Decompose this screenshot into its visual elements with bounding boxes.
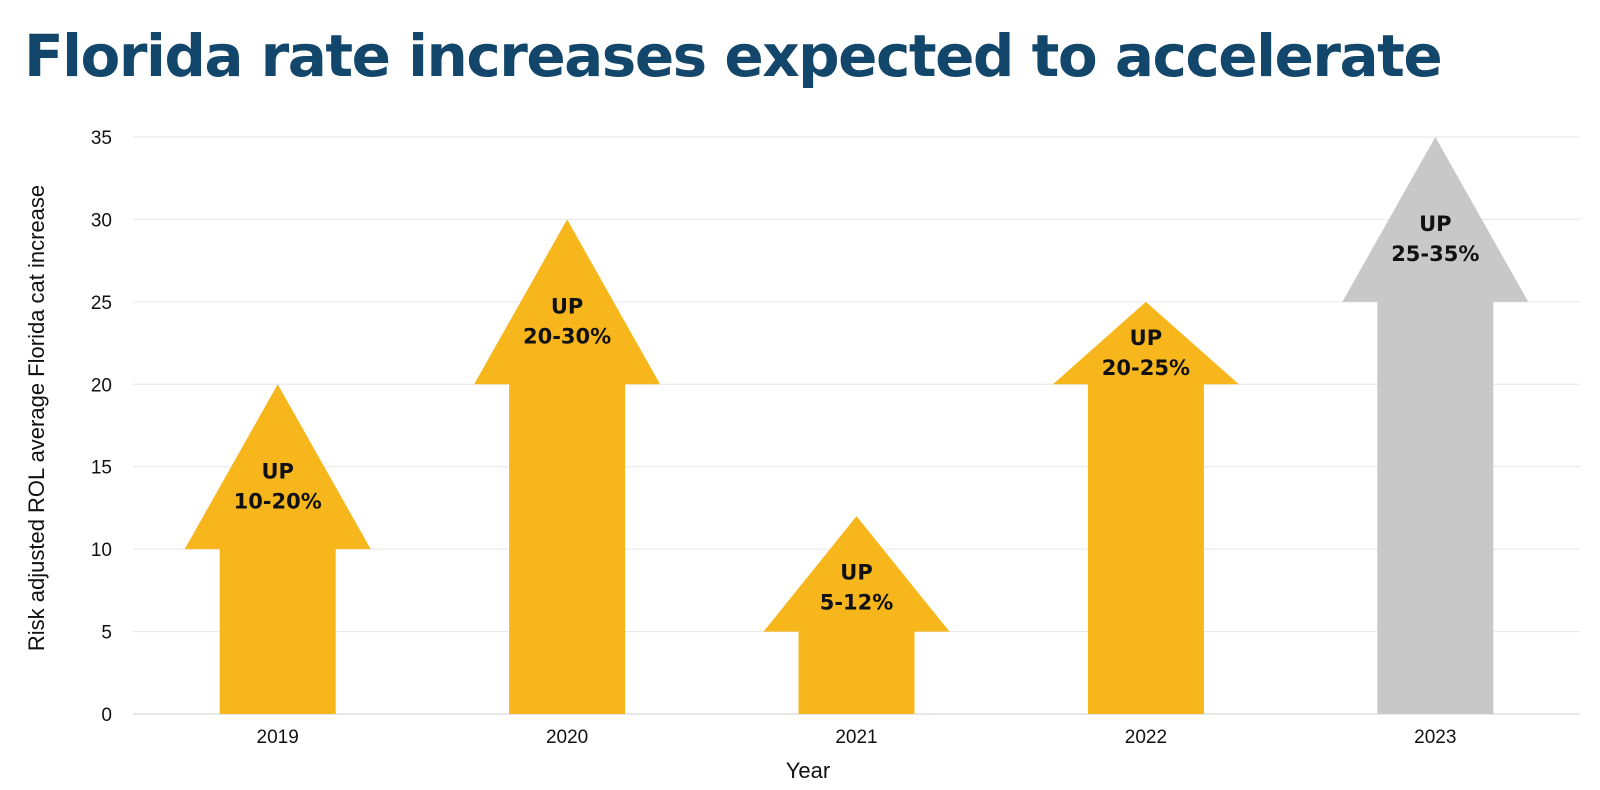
x-axis-label: Year [786, 758, 830, 783]
arrow-2023 [1342, 137, 1529, 714]
arrow-2022 [1052, 301, 1239, 714]
x-tick-labels: 2019 2020 2021 2022 2023 [257, 727, 1457, 748]
arrow-label-2021: 5-12% [820, 591, 894, 615]
arrow-label-2020: 20-30% [523, 325, 611, 349]
arrow-label-2019: UP [261, 459, 293, 483]
arrow-label-2022: UP [1130, 326, 1162, 350]
x-tick-label: 2023 [1414, 727, 1456, 748]
arrow-2020 [474, 219, 661, 714]
arrow-2021 [763, 516, 950, 714]
y-tick-label: 0 [101, 705, 112, 726]
arrow-2019 [184, 384, 371, 714]
y-tick-label: 15 [91, 458, 112, 479]
y-tick-label: 5 [101, 623, 112, 644]
page-title: Florida rate increases expected to accel… [24, 22, 1443, 90]
y-tick-label: 30 [91, 210, 112, 231]
x-tick-label: 2022 [1125, 727, 1167, 748]
arrow-marks: UP 10-20% UP 20-30% UP 5-12% UP 20-25% UP 25-35% [184, 137, 1529, 714]
arrow-label-2019: 10-20% [234, 489, 322, 513]
y-tick-label: 25 [91, 293, 112, 314]
x-tick-label: 2020 [546, 727, 588, 748]
y-axis-label: Risk adjusted ROL average Florida cat in… [24, 185, 49, 651]
arrow-label-2020: UP [551, 295, 583, 319]
y-tick-label: 10 [91, 540, 112, 561]
x-tick-label: 2021 [835, 727, 877, 748]
x-tick-label: 2019 [257, 727, 299, 748]
y-tick-labels: 0 5 10 15 20 25 30 35 [91, 128, 112, 726]
y-tick-label: 35 [91, 128, 112, 149]
arrow-label-2023: UP [1419, 212, 1451, 236]
arrow-label-2021: UP [840, 561, 872, 585]
arrow-label-2023: 25-35% [1391, 242, 1479, 266]
arrow-label-2022: 20-25% [1102, 356, 1190, 380]
y-tick-label: 20 [91, 375, 112, 396]
